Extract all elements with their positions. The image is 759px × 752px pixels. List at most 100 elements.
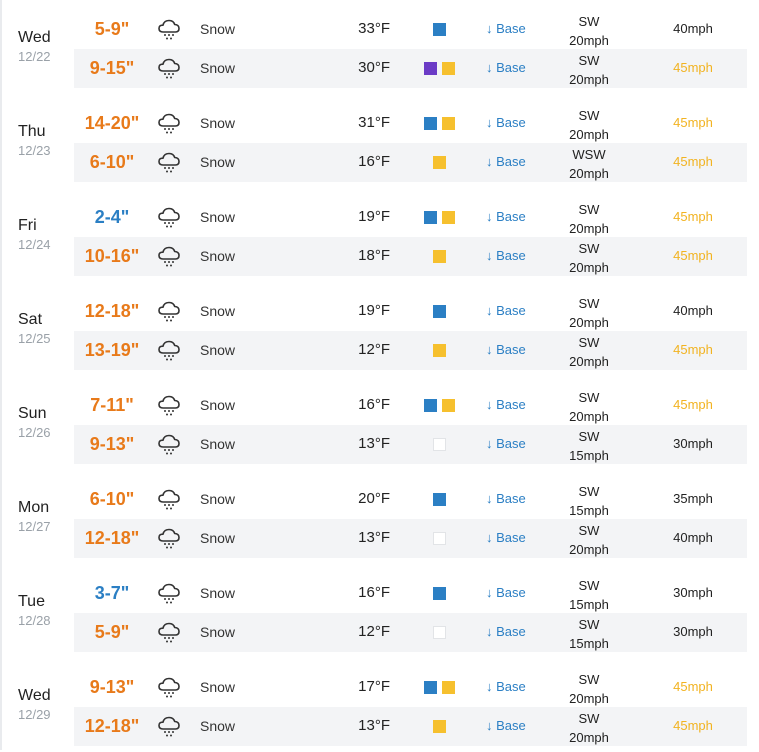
temperature: 16°F: [358, 396, 390, 413]
snow-quality-blue-square: [424, 681, 437, 694]
snow-amount: 13-19": [84, 340, 140, 360]
temperature: 16°F: [358, 153, 390, 170]
snow-amount: 9-13": [89, 434, 135, 454]
wind-gust: 40mph: [673, 21, 713, 36]
wind-speed: 20mph: [569, 409, 609, 424]
wind-gust: 45mph: [673, 679, 713, 694]
snow-quality-empty-square: [433, 532, 446, 545]
snow-quality-blue-square: [424, 117, 437, 130]
snow-quality: [416, 399, 464, 413]
temperature: 12°F: [358, 623, 390, 640]
day-name: Mon: [18, 499, 50, 516]
snow-cloud-icon: [156, 620, 182, 644]
snow-quality: [416, 532, 464, 546]
wind-speed: 20mph: [569, 127, 609, 142]
base-link[interactable]: ↓ Base: [486, 397, 526, 412]
temperature: 13°F: [358, 717, 390, 734]
condition-text: Snow: [200, 530, 236, 546]
base-link[interactable]: ↓ Base: [486, 115, 526, 130]
wind: SW 20mph: [554, 294, 624, 332]
snow-quality: [416, 156, 464, 170]
condition-text: Snow: [200, 303, 236, 319]
wind-gust: 30mph: [673, 624, 713, 639]
base-link[interactable]: ↓ Base: [486, 21, 526, 36]
snow-quality: [416, 587, 464, 601]
wind: SW 15mph: [554, 576, 624, 614]
base-link[interactable]: ↓ Base: [486, 530, 526, 545]
wind-gust: 40mph: [673, 530, 713, 545]
day-name: Sat: [18, 311, 43, 328]
forecast-day: Thu 12/23 14-20" Snow 31°F ↓ Base SW 20mph 45mph…: [0, 94, 759, 188]
condition-text: Snow: [200, 209, 236, 225]
forecast-row: 9-13" Snow 17°F ↓ Base SW 20mph 45mph: [74, 668, 747, 707]
wind-direction: SW: [578, 296, 600, 311]
base-link[interactable]: ↓ Base: [486, 342, 526, 357]
snow-quality-yellow-square: [442, 62, 455, 75]
wind-speed: 15mph: [569, 597, 609, 612]
temperature: 13°F: [358, 529, 390, 546]
snow-quality-yellow-square: [433, 720, 446, 733]
snow-quality: [416, 344, 464, 358]
snow-amount: 14-20": [84, 113, 140, 133]
base-link[interactable]: ↓ Base: [486, 60, 526, 75]
snow-cloud-icon: [156, 17, 182, 41]
base-link[interactable]: ↓ Base: [486, 436, 526, 451]
condition-text: Snow: [200, 115, 236, 131]
snow-cloud-icon: [156, 111, 182, 135]
snow-amount: 10-16": [84, 246, 140, 266]
wind-speed: 20mph: [569, 221, 609, 236]
wind-gust: 30mph: [673, 585, 713, 600]
condition-text: Snow: [200, 21, 236, 37]
base-link[interactable]: ↓ Base: [486, 303, 526, 318]
temperature: 16°F: [358, 584, 390, 601]
base-link[interactable]: ↓ Base: [486, 248, 526, 263]
forecast-day: Wed 12/22 5-9" Snow 33°F ↓ Base SW 20mph 40mph 9-…: [0, 0, 759, 94]
wind: SW 20mph: [554, 239, 624, 277]
snow-amount: 12-18": [84, 528, 140, 548]
day-name: Wed: [18, 687, 51, 704]
base-link[interactable]: ↓ Base: [486, 679, 526, 694]
wind-direction: SW: [578, 429, 600, 444]
snow-cloud-icon: [156, 150, 182, 174]
snow-amount: 2-4": [94, 207, 130, 227]
wind-direction: SW: [578, 108, 600, 123]
base-link[interactable]: ↓ Base: [486, 209, 526, 224]
snow-quality-yellow-square: [442, 211, 455, 224]
forecast-row: 12-18" Snow 19°F ↓ Base SW 20mph 40mph: [74, 292, 747, 331]
wind: SW 20mph: [554, 106, 624, 144]
wind-direction: SW: [578, 335, 600, 350]
condition-text: Snow: [200, 436, 236, 452]
day-name: Wed: [18, 29, 51, 46]
snow-amount: 6-10": [89, 489, 135, 509]
day-date: 12/28: [18, 613, 51, 628]
snow-quality-blue-square: [433, 23, 446, 36]
base-link[interactable]: ↓ Base: [486, 585, 526, 600]
temperature: 30°F: [358, 59, 390, 76]
base-link[interactable]: ↓ Base: [486, 624, 526, 639]
base-link[interactable]: ↓ Base: [486, 718, 526, 733]
wind-gust: 30mph: [673, 436, 713, 451]
wind: SW 20mph: [554, 670, 624, 708]
condition-text: Snow: [200, 342, 236, 358]
base-link[interactable]: ↓ Base: [486, 491, 526, 506]
snow-quality-blue-square: [424, 211, 437, 224]
wind-speed: 20mph: [569, 315, 609, 330]
snow-quality-purple-square: [424, 62, 437, 75]
wind-direction: SW: [578, 672, 600, 687]
snow-quality-empty-square: [433, 438, 446, 451]
temperature: 19°F: [358, 302, 390, 319]
day-label: Wed 12/22: [18, 29, 74, 65]
condition-text: Snow: [200, 679, 236, 695]
snow-cloud-icon: [156, 487, 182, 511]
snow-cloud-icon: [156, 393, 182, 417]
forecast-row: 13-19" Snow 12°F ↓ Base SW 20mph 45mph: [74, 331, 747, 370]
snow-quality: [416, 626, 464, 640]
forecast-row: 5-9" Snow 33°F ↓ Base SW 20mph 40mph: [74, 10, 747, 49]
day-date: 12/25: [18, 331, 51, 346]
wind: WSW 20mph: [554, 145, 624, 183]
snow-quality-yellow-square: [442, 681, 455, 694]
forecast-row: 6-10" Snow 16°F ↓ Base WSW 20mph 45mph: [74, 143, 747, 182]
snow-quality-yellow-square: [442, 117, 455, 130]
base-link[interactable]: ↓ Base: [486, 154, 526, 169]
